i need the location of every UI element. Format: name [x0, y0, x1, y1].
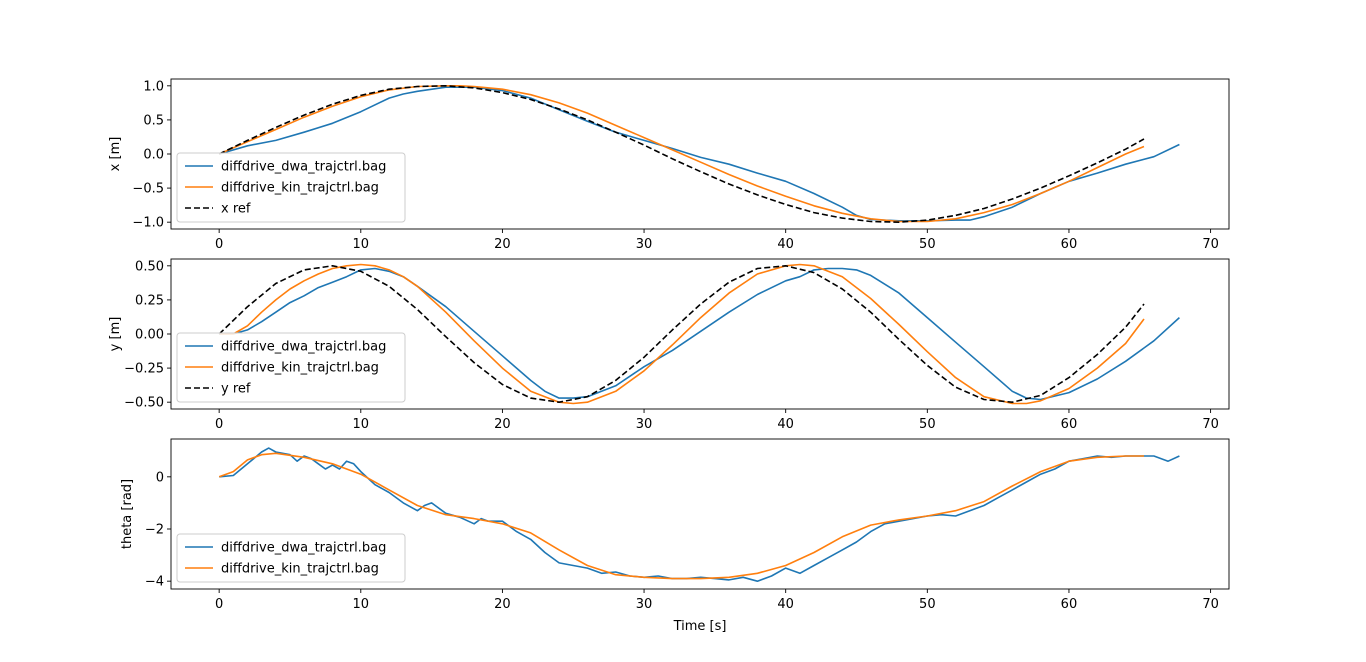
legend-label-dwa: diffdrive_dwa_trajctrl.bag	[221, 541, 386, 556]
x-tick-label: 70	[1202, 237, 1219, 252]
y-tick-label: −2	[145, 523, 164, 538]
series-line-ref	[218, 264, 1145, 404]
x-tick-label: 30	[636, 237, 653, 252]
legend-box	[176, 533, 406, 583]
legend-label-ref: y ref	[221, 382, 251, 397]
x-tick-label: 0	[215, 237, 223, 252]
y-tick-label: 0.50	[135, 259, 164, 274]
y-tick-label: −0.5	[132, 182, 164, 197]
series-line-kin	[218, 452, 1144, 580]
series-line-ref	[218, 85, 1145, 223]
x-tick-label: 50	[919, 597, 936, 612]
x-tick-label: 0	[215, 597, 223, 612]
subplot-2: 0 10 20 30 40 50 60 70 0.50 0.25 0.00 −0.25 −0.50 y […	[108, 258, 1230, 432]
x-axis-label: Time [s]	[673, 619, 727, 634]
legend: diffdrive_dwa_trajctrl.bag diffdrive_kin_…	[176, 332, 406, 403]
y-axis-label: theta [rad]	[120, 479, 135, 549]
legend: diffdrive_dwa_trajctrl.bag diffdrive_kin_…	[176, 152, 406, 223]
legend-label-kin: diffdrive_kin_trajctrl.bag	[221, 562, 379, 577]
subplot-3: 0 10 20 30 40 50 60 70 0 −2 −4 theta [rad] diffdrive…	[120, 438, 1230, 612]
series-line-kin	[218, 85, 1145, 223]
y-tick-label: −4	[145, 575, 164, 590]
axes-frame	[170, 438, 1230, 590]
x-tick-label: 40	[777, 237, 794, 252]
y-tick-label: 0	[156, 470, 164, 485]
x-tick-label: 60	[1061, 417, 1078, 432]
x-tick-label: 60	[1061, 597, 1078, 612]
legend: diffdrive_dwa_trajctrl.bag diffdrive_kin_…	[176, 533, 406, 583]
series-line-dwa	[219, 267, 1180, 401]
x-tick-label: 30	[636, 597, 653, 612]
legend-label-ref: x ref	[221, 202, 251, 217]
y-axis-label: x [m]	[108, 137, 123, 172]
legend-label-dwa: diffdrive_dwa_trajctrl.bag	[221, 160, 386, 175]
x-tick-label: 20	[494, 417, 511, 432]
x-tick-label: 70	[1202, 417, 1219, 432]
y-tick-label: −0.25	[124, 362, 164, 377]
y-axis-label: y [m]	[108, 317, 123, 352]
x-tick-label: 30	[636, 417, 653, 432]
legend-box	[176, 332, 406, 403]
y-tick-label: −1.0	[132, 216, 164, 231]
x-tick-label: 40	[777, 597, 794, 612]
series-line-dwa	[218, 86, 1180, 222]
y-tick-label: −0.50	[124, 396, 164, 411]
subplot-1: 0 10 20 30 40 50 60 70 1.0 0.5 0.0 −0.5 −1.0 x [m] dif…	[108, 78, 1230, 252]
legend-label-dwa: diffdrive_dwa_trajctrl.bag	[221, 340, 386, 355]
x-tick-label: 60	[1061, 237, 1078, 252]
x-tick-label: 20	[494, 597, 511, 612]
x-tick-label: 10	[353, 237, 370, 252]
y-tick-label: 1.0	[143, 79, 164, 94]
y-tick-label: 0.00	[135, 328, 164, 343]
legend-label-kin: diffdrive_kin_trajctrl.bag	[221, 181, 379, 196]
x-tick-label: 50	[919, 417, 936, 432]
x-tick-label: 70	[1202, 597, 1219, 612]
series-line-kin	[219, 263, 1145, 405]
x-tick-label: 10	[353, 597, 370, 612]
x-tick-label: 0	[215, 417, 223, 432]
legend-label-kin: diffdrive_kin_trajctrl.bag	[221, 361, 379, 376]
x-tick-label: 50	[919, 237, 936, 252]
x-tick-label: 40	[777, 417, 794, 432]
y-tick-label: 0.0	[143, 148, 164, 163]
y-tick-label: 0.5	[143, 113, 164, 128]
y-tick-label: 0.25	[135, 293, 164, 308]
x-tick-label: 20	[494, 237, 511, 252]
legend-box	[176, 152, 406, 223]
x-tick-label: 10	[353, 417, 370, 432]
